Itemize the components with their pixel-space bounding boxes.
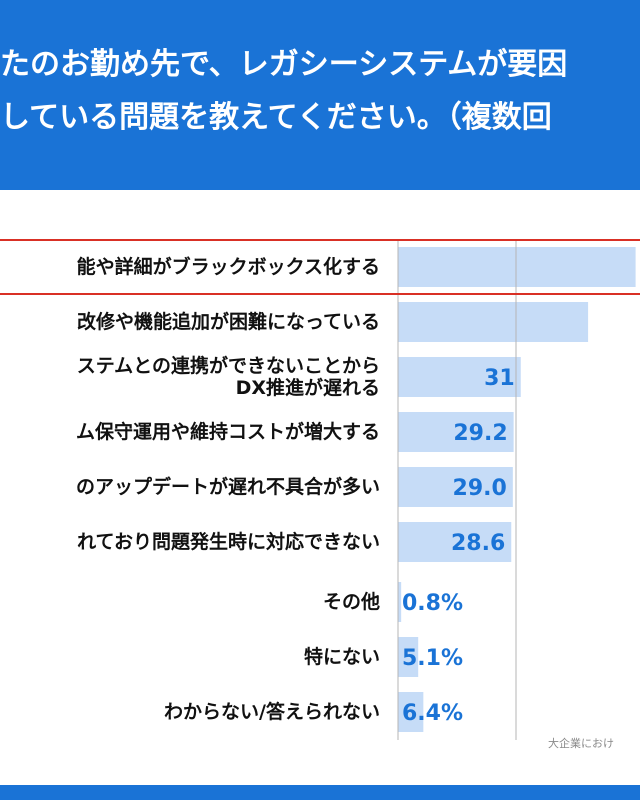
question-header: たのお勤め先で、レガシーシステムが要因 している問題を教えてください。（複数回 <box>0 0 640 190</box>
value-label: 0.8% <box>402 591 463 616</box>
footnote: 大企業におけ <box>548 737 614 750</box>
category-label: わからない/答えられない <box>164 701 380 723</box>
category-label: 能や詳細がブラックボックス化する <box>76 256 380 278</box>
question-text-line-2: している問題を教えてください。（複数回 <box>0 100 552 135</box>
bar <box>398 357 521 397</box>
bar <box>398 412 514 452</box>
question-text-line-1: たのお勤め先で、レガシーシステムが要因 <box>0 47 568 82</box>
value-label: 28.6 <box>451 531 505 556</box>
bottom-bar <box>0 785 640 800</box>
bar <box>398 467 513 507</box>
bar <box>398 302 589 342</box>
chart-plot: 31 29.2 29.0 28.6 0.8% 5.1% 6.4% <box>0 239 640 740</box>
bar <box>398 522 512 562</box>
category-label: れており問題発生時に対応できない <box>77 531 380 553</box>
value-label: 29.0 <box>453 476 507 501</box>
category-label: 改修や機能追加が困難になっている <box>76 311 380 333</box>
bar <box>398 247 636 287</box>
category-label: 特にない <box>303 646 380 668</box>
category-label: ム保守運用や維持コストが増大する <box>75 421 380 443</box>
horizontal-bar-chart: 31 29.2 29.0 28.6 0.8% 5.1% 6.4% 能や詳細がブラックボックス… <box>0 190 640 785</box>
value-label: 29.2 <box>453 421 507 446</box>
bar <box>398 582 402 622</box>
category-label: その他 <box>322 591 380 613</box>
category-label: ステムとの連携ができないことから DX推進が遅れる <box>76 355 380 399</box>
bar <box>398 692 424 732</box>
value-label: 31 <box>484 366 515 391</box>
value-label: 6.4% <box>402 701 463 726</box>
bar <box>398 637 419 677</box>
value-label: 5.1% <box>402 646 463 671</box>
category-label: のアップデートが遅れ不具合が多い <box>75 476 380 498</box>
